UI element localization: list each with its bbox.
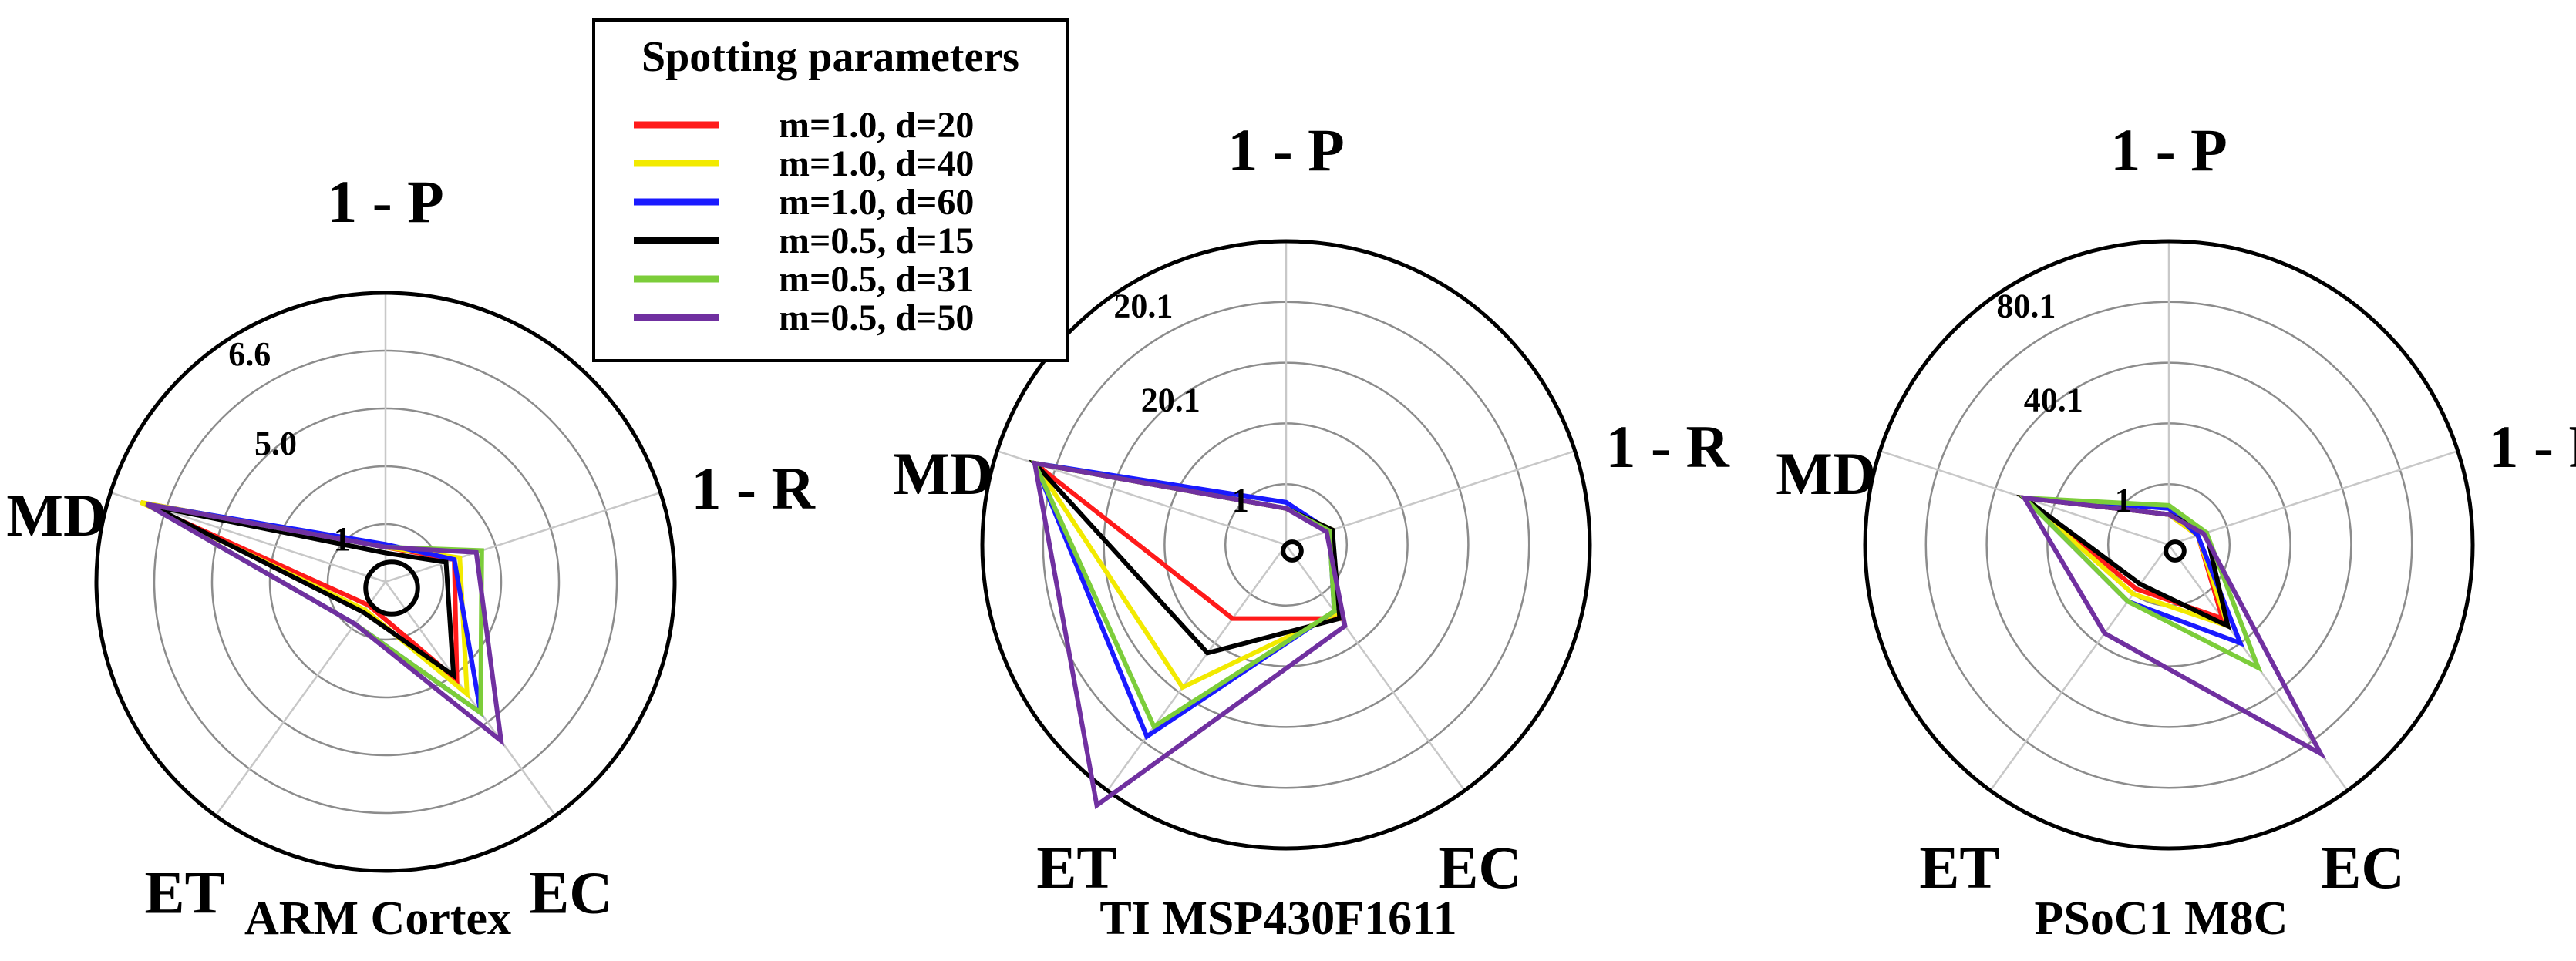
chart-title: PSoC1 M8C bbox=[2035, 892, 2288, 945]
axis-spoke bbox=[384, 581, 557, 817]
legend-label: m=0.5, d=50 bbox=[779, 297, 974, 338]
axis-spoke bbox=[1989, 544, 2170, 791]
axis-spoke bbox=[1106, 544, 1288, 791]
tick-label: 1 bbox=[1232, 482, 1249, 519]
legend-label: m=1.0, d=60 bbox=[779, 182, 974, 223]
axis-label: ET bbox=[1036, 834, 1116, 901]
tick-label: 6.6 bbox=[228, 335, 271, 373]
outer-ring bbox=[94, 291, 677, 873]
axis-label: MD bbox=[893, 440, 993, 507]
radar-chart: 1 - P 1 - R EC ET MD 1 20.1 20.1 TI MSP430F1611 bbox=[893, 116, 1730, 945]
unit-circle bbox=[363, 559, 420, 617]
axis-spoke bbox=[2168, 450, 2459, 546]
legend-label: m=0.5, d=31 bbox=[779, 259, 974, 300]
axis-label: EC bbox=[2321, 834, 2404, 901]
legend-entries: m=1.0, d=20m=1.0, d=40m=1.0, d=60m=0.5, … bbox=[634, 105, 974, 338]
outer-ring bbox=[980, 239, 1592, 851]
axis-label: 1 - R bbox=[2489, 413, 2576, 480]
tick-label: 40.1 bbox=[2024, 381, 2083, 419]
tick-label: 20.1 bbox=[1141, 381, 1200, 419]
tick-label: 1 bbox=[334, 520, 351, 558]
tick-label: 80.1 bbox=[1996, 287, 2056, 325]
radar-chart: 1 - P 1 - R EC ET MD 1 40.1 80.1 PSoC1 M8C bbox=[1776, 116, 2576, 945]
unit-circle bbox=[2164, 539, 2187, 563]
legend: Spotting parameters m=1.0, d=20m=1.0, d=… bbox=[592, 18, 1069, 362]
legend-label: m=1.0, d=40 bbox=[779, 143, 974, 184]
series-polygon bbox=[1032, 460, 1348, 810]
tick-label: 20.1 bbox=[1113, 287, 1173, 325]
radar-chart: 1 - P 1 - R EC ET MD 1 5.0 6.6 ARM Cortex bbox=[6, 168, 816, 945]
axis-label: 1 - R bbox=[691, 455, 816, 522]
axis-label: 1 - P bbox=[2110, 116, 2227, 183]
axis-label: ET bbox=[1919, 834, 1999, 901]
axis-spoke bbox=[385, 491, 662, 583]
series-polygon bbox=[2019, 495, 2327, 760]
axis-label: ET bbox=[145, 859, 225, 926]
tick-label: 1 bbox=[2115, 482, 2132, 519]
axis-label: EC bbox=[1438, 834, 1521, 901]
axis-spoke bbox=[1285, 544, 1466, 791]
legend-label: m=1.0, d=20 bbox=[779, 105, 974, 146]
outer-ring bbox=[1863, 239, 2475, 851]
unit-circle bbox=[1281, 539, 1304, 563]
chart-title: ARM Cortex bbox=[244, 892, 511, 945]
series-polygon bbox=[145, 502, 504, 747]
chart-title: TI MSP430F1611 bbox=[1099, 892, 1456, 945]
axis-label: MD bbox=[6, 482, 106, 549]
axis-label: EC bbox=[529, 859, 612, 926]
axis-label: MD bbox=[1776, 440, 1876, 507]
tick-label: 5.0 bbox=[254, 425, 297, 462]
legend-box bbox=[592, 18, 1069, 362]
axis-spoke bbox=[214, 581, 387, 817]
legend-title: Spotting parameters bbox=[641, 33, 1019, 81]
axis-label: 1 - P bbox=[1227, 116, 1345, 183]
legend-label: m=0.5, d=15 bbox=[779, 220, 974, 261]
axis-label: 1 - R bbox=[1606, 413, 1731, 480]
axis-label: 1 - P bbox=[327, 168, 444, 235]
